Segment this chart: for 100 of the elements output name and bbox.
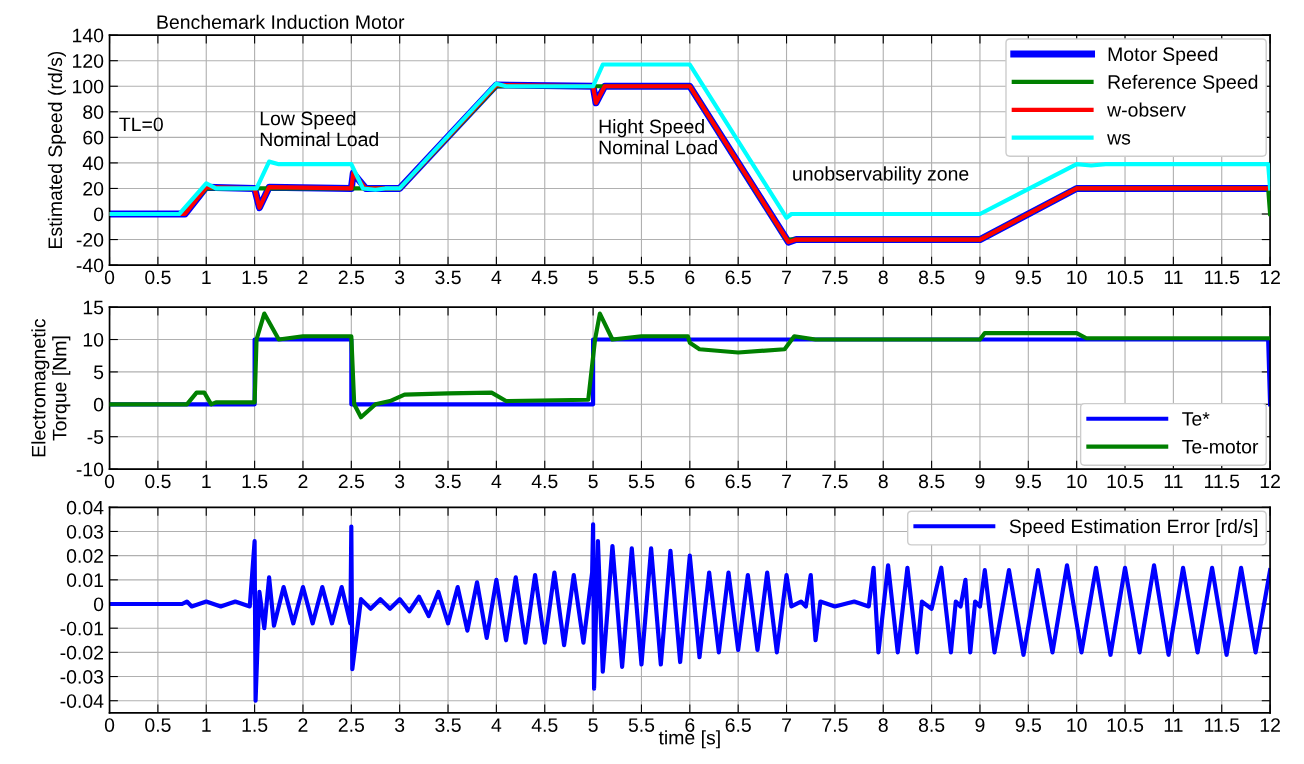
y-axis-title: Estimated Speed (rd/s) [47, 51, 66, 248]
x-tick-label: 2.5 [338, 270, 365, 285]
y-tick-label: 0 [93, 207, 104, 222]
x-tick-label: 6.5 [725, 270, 751, 285]
x-tick-label: 1.5 [242, 474, 268, 489]
y-tick-label: 0 [93, 597, 104, 612]
x-tick-label: 4.5 [531, 474, 558, 489]
x-tick-label: 8.5 [918, 270, 945, 285]
y-tick-label: 80 [83, 105, 104, 120]
x-tick-label: 4.5 [531, 718, 558, 732]
chart-title: Benchemark Induction Motor [157, 14, 405, 29]
x-tick-label: 3 [395, 270, 405, 285]
x-tick-label: 10 [1067, 718, 1087, 732]
x-tick-label: 3.5 [435, 474, 461, 489]
y-axis-title: Electromagnetic Torque [Nm] [31, 318, 71, 457]
x-tick-label: 10 [1067, 270, 1087, 285]
x-tick-label: 11.5 [1205, 270, 1240, 285]
x-tick-label: 5.5 [628, 474, 655, 489]
x-tick-label: 9.5 [1015, 718, 1042, 732]
y-tick-label: 140 [73, 28, 104, 43]
x-tick-label: 7 [782, 270, 791, 285]
x-tick-label: 12 [1260, 270, 1280, 285]
x-tick-label: 5 [588, 270, 598, 285]
x-tick-label: 0 [104, 474, 115, 489]
x-tick-label: 7.5 [822, 474, 848, 489]
legend-label: w-observ [1107, 102, 1186, 117]
x-tick-label: 2 [298, 270, 308, 285]
y-tick-label: -0.01 [60, 621, 104, 636]
x-tick-label: 8 [878, 474, 888, 489]
x-tick-label: 12 [1260, 718, 1280, 732]
y-tick-label: 120 [73, 54, 104, 68]
y-tick-label: -20 [76, 233, 104, 247]
x-tick-label: 2.5 [338, 718, 365, 732]
x-tick-label: 6.5 [725, 718, 751, 732]
x-tick-label: 0 [104, 270, 115, 285]
y-tick-label: 40 [82, 156, 104, 171]
x-tick-label: 4.5 [531, 270, 558, 285]
x-axis-title: time [s] [658, 730, 720, 749]
x-tick-label: 11.5 [1205, 474, 1240, 489]
legend-label: Motor Speed [1108, 46, 1218, 65]
x-tick-label: 7.5 [822, 270, 848, 285]
x-tick-label: 1 [202, 474, 211, 489]
legend-label: Reference Speed [1108, 74, 1258, 93]
y-tick-label: -0.04 [60, 694, 104, 708]
y-tick-label: 5 [93, 365, 104, 380]
x-tick-label: 5.5 [628, 270, 655, 285]
y-tick-label: 100 [73, 79, 104, 94]
x-tick-label: 7 [782, 474, 791, 489]
x-tick-label: 11.5 [1205, 718, 1240, 732]
x-tick-label: 4 [491, 270, 502, 285]
x-tick-label: 4 [491, 474, 502, 489]
x-tick-label: 7.5 [822, 718, 848, 732]
x-tick-label: 0.5 [145, 718, 171, 732]
x-tick-label: 5 [588, 474, 598, 489]
y-tick-label: 15 [83, 300, 104, 315]
x-tick-label: 7 [782, 718, 791, 732]
x-tick-label: 1.5 [242, 270, 268, 285]
x-tick-label: 0 [104, 718, 115, 732]
x-tick-label: 11 [1164, 718, 1183, 732]
x-tick-label: 1 [202, 718, 211, 732]
x-tick-label: 6 [685, 718, 695, 732]
y-tick-label: -0.03 [60, 670, 104, 684]
y-tick-label: 60 [83, 130, 104, 145]
x-tick-label: 3 [395, 718, 405, 732]
y-tick-label: -10 [76, 462, 104, 477]
x-tick-label: 6 [685, 270, 695, 285]
x-tick-label: 9.5 [1015, 474, 1042, 489]
annotation: unobservability zone [793, 166, 969, 185]
x-tick-label: 3.5 [435, 270, 461, 285]
legend-label: Speed Estimation Error [rd/s] [1009, 518, 1258, 538]
x-tick-label: 12 [1260, 474, 1280, 489]
y-tick-label: 0.01 [66, 573, 104, 588]
x-tick-label: 9 [975, 718, 985, 732]
y-tick-label: 20 [83, 181, 104, 196]
x-tick-label: 2.5 [338, 474, 365, 489]
y-tick-label: 10 [83, 332, 104, 347]
x-tick-label: 2 [298, 718, 308, 732]
x-tick-label: 5 [588, 718, 598, 732]
x-tick-label: 5.5 [628, 718, 655, 732]
x-tick-label: 10.5 [1107, 270, 1144, 285]
y-tick-label: -40 [76, 258, 104, 273]
y-tick-label: 0.02 [66, 549, 104, 563]
y-tick-label: -5 [87, 430, 104, 444]
y-tick-label: -0.02 [60, 645, 104, 660]
x-tick-label: 8.5 [918, 474, 945, 489]
x-tick-label: 9 [975, 474, 985, 489]
x-tick-label: 6.5 [725, 474, 751, 489]
x-tick-label: 0.5 [145, 474, 171, 489]
annotation: Low Speed Nominal Load [260, 111, 378, 147]
x-tick-label: 9.5 [1015, 270, 1042, 285]
x-tick-label: 8 [878, 270, 888, 285]
legend-label: ws [1107, 134, 1131, 145]
x-tick-label: 1 [202, 270, 211, 285]
x-tick-label: 11 [1164, 474, 1183, 489]
x-tick-label: 4 [491, 718, 502, 732]
x-tick-label: 10.5 [1107, 474, 1144, 489]
x-tick-label: 3 [395, 474, 405, 489]
x-tick-label: 6 [685, 474, 695, 489]
legend-label: Te* [1182, 412, 1210, 426]
y-tick-label: 0.04 [66, 500, 104, 515]
